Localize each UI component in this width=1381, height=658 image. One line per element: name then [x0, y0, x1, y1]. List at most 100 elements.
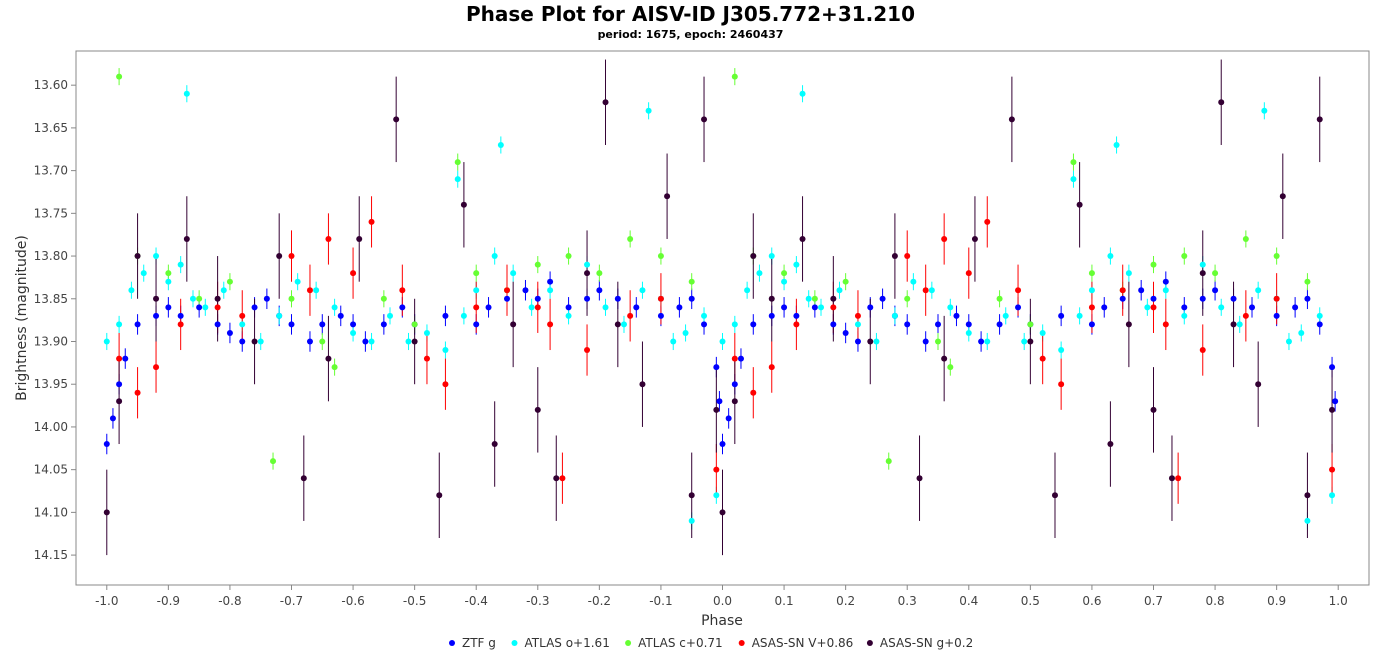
data-point	[713, 406, 720, 413]
data-point	[1088, 321, 1095, 328]
data-point	[996, 321, 1003, 328]
data-point	[1212, 287, 1219, 294]
data-point	[614, 321, 621, 328]
data-point	[1304, 517, 1311, 524]
x-tick-label: 0.4	[959, 594, 978, 608]
data-point	[1021, 338, 1028, 345]
data-point	[473, 270, 480, 277]
y-tick-label: 13.70	[34, 164, 68, 178]
data-point	[1113, 141, 1120, 148]
data-point	[1015, 287, 1022, 294]
data-point	[935, 338, 941, 345]
data-point	[725, 415, 732, 422]
data-point	[1119, 287, 1126, 294]
data-point	[1181, 304, 1188, 311]
data-point	[183, 90, 190, 97]
data-point	[319, 321, 326, 328]
data-point	[134, 389, 141, 396]
data-point	[196, 304, 203, 311]
data-point	[177, 321, 184, 328]
data-point	[1125, 321, 1132, 328]
data-point	[239, 321, 246, 328]
y-axis: 13.60 13.65 13.70 13.75 13.80 13.85 13.90 13.95…	[34, 78, 76, 562]
data-point	[1088, 304, 1095, 311]
x-tick-label: -0.3	[526, 594, 549, 608]
data-point	[153, 253, 160, 260]
data-point	[534, 406, 541, 413]
data-point	[1051, 492, 1058, 499]
data-point	[657, 253, 664, 260]
x-tick-label: 0.2	[836, 594, 855, 608]
data-point	[528, 304, 535, 311]
data-point	[565, 304, 572, 311]
data-point	[584, 347, 591, 354]
data-point	[941, 355, 948, 362]
data-point	[922, 338, 929, 345]
data-point	[1273, 253, 1280, 260]
data-point	[350, 270, 357, 277]
data-point	[719, 338, 726, 345]
data-point	[947, 364, 954, 371]
x-tick-label: 0.6	[1082, 594, 1101, 608]
data-point	[596, 270, 603, 277]
data-point	[750, 321, 757, 328]
data-point	[257, 338, 264, 345]
data-point	[904, 321, 911, 328]
data-point	[596, 287, 603, 294]
data-point	[177, 261, 184, 268]
data-point	[473, 304, 480, 311]
data-point	[331, 364, 338, 371]
legend-label: ASAS-SN V+0.86	[752, 636, 854, 650]
data-point	[1088, 270, 1095, 277]
data-point	[380, 321, 387, 328]
data-point	[811, 304, 818, 311]
data-point	[719, 509, 726, 516]
data-point	[411, 338, 418, 345]
data-point	[294, 278, 301, 285]
data-point	[1332, 398, 1339, 405]
data-point	[830, 304, 837, 311]
data-point	[873, 338, 880, 345]
data-point	[350, 321, 357, 328]
x-tick-label: -0.1	[649, 594, 672, 608]
data-point	[300, 475, 307, 482]
data-point	[1285, 338, 1292, 345]
data-point	[854, 321, 861, 328]
x-tick-label: 0.3	[898, 594, 917, 608]
data-point	[547, 287, 554, 294]
data-point	[716, 398, 723, 405]
data-point	[485, 304, 492, 311]
data-point	[387, 312, 394, 319]
data-point	[731, 381, 738, 388]
data-point	[639, 287, 646, 294]
data-point	[368, 338, 375, 345]
data-point	[614, 295, 621, 302]
data-point	[1162, 287, 1169, 294]
y-tick-label: 13.80	[34, 249, 68, 263]
data-point	[953, 312, 960, 319]
data-point	[405, 338, 412, 345]
data-point	[116, 381, 123, 388]
data-point	[1039, 355, 1046, 362]
data-point	[356, 235, 363, 242]
data-point	[1107, 253, 1114, 260]
data-point	[1088, 287, 1095, 294]
data-point	[1249, 304, 1256, 311]
chart-title: Phase Plot for AISV-ID J305.772+31.210	[466, 2, 915, 26]
data-point	[1027, 338, 1034, 345]
x-tick-label: -1.0	[95, 594, 118, 608]
data-point	[830, 295, 837, 302]
data-point	[965, 270, 972, 277]
data-point	[534, 304, 541, 311]
data-point	[1316, 116, 1323, 123]
data-point	[620, 321, 627, 328]
data-point	[688, 278, 695, 285]
x-tick-label: 0.8	[1206, 594, 1225, 608]
x-tick-label: -0.7	[280, 594, 303, 608]
data-point	[491, 253, 498, 260]
data-point	[116, 398, 123, 405]
data-point	[602, 99, 609, 106]
data-point	[627, 235, 634, 242]
data-point	[793, 312, 800, 319]
